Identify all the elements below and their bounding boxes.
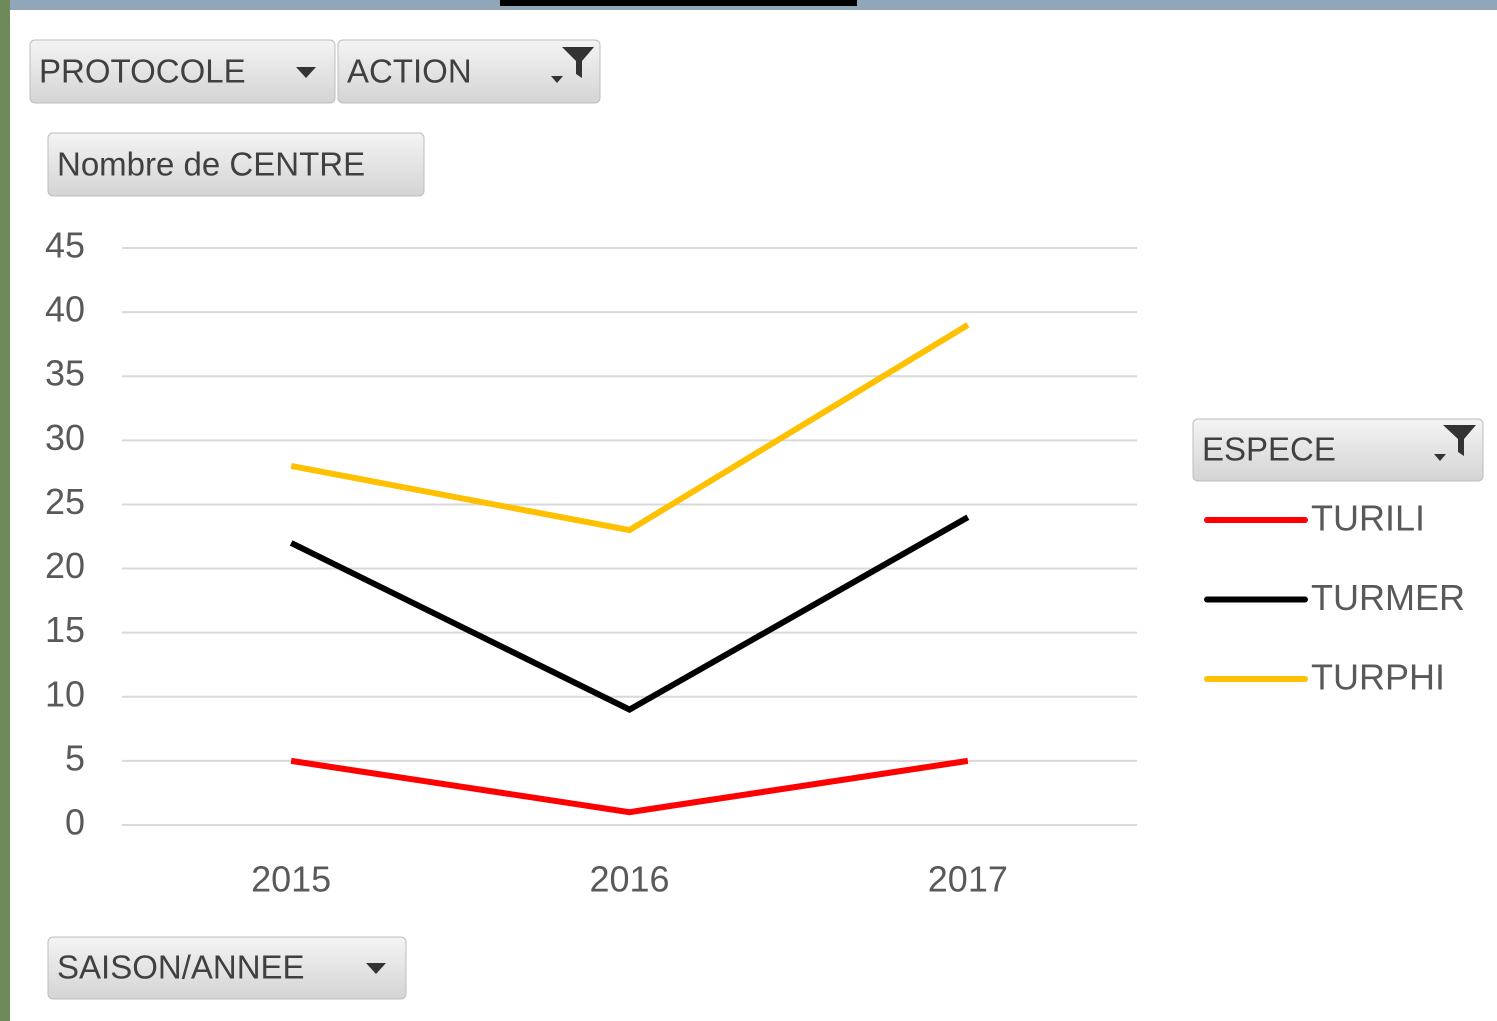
legend-label: TURPHI <box>1311 657 1445 698</box>
y-tick-label: 45 <box>45 225 85 266</box>
field-button[interactable]: Nombre de CENTRE <box>48 133 424 196</box>
y-tick-label: 20 <box>45 545 85 586</box>
page: PROTOCOLE ACTION Nombre de CENTRE ESPECE… <box>0 0 1497 1021</box>
field-button[interactable]: SAISON/ANNEE <box>48 937 406 999</box>
legend-label: TURMER <box>1311 577 1465 618</box>
field-button[interactable]: ESPECE <box>1193 419 1483 481</box>
button-label: PROTOCOLE <box>39 53 246 90</box>
y-tick-label: 5 <box>65 737 85 778</box>
legend-title: ESPECE <box>1202 431 1336 468</box>
y-tick-label: 30 <box>45 417 85 458</box>
y-tick-label: 35 <box>45 353 85 394</box>
backdrop-edge <box>0 0 10 1021</box>
button-label: ACTION <box>347 53 472 90</box>
x-tick-label: 2017 <box>928 859 1008 900</box>
button-label: SAISON/ANNEE <box>57 949 305 986</box>
top-bar <box>500 0 857 6</box>
legend-label: TURILI <box>1311 498 1425 539</box>
y-tick-label: 0 <box>65 802 85 843</box>
y-tick-label: 10 <box>45 673 85 714</box>
x-tick-label: 2016 <box>589 859 669 900</box>
y-tick-label: 25 <box>45 481 85 522</box>
y-tick-label: 40 <box>45 289 85 330</box>
chart: PROTOCOLE ACTION Nombre de CENTRE ESPECE… <box>0 0 1497 1021</box>
button-label: Nombre de CENTRE <box>57 146 365 183</box>
field-button[interactable]: ACTION <box>338 40 600 103</box>
y-tick-label: 15 <box>45 609 85 650</box>
x-tick-label: 2015 <box>251 859 331 900</box>
field-button[interactable]: PROTOCOLE <box>30 40 335 103</box>
